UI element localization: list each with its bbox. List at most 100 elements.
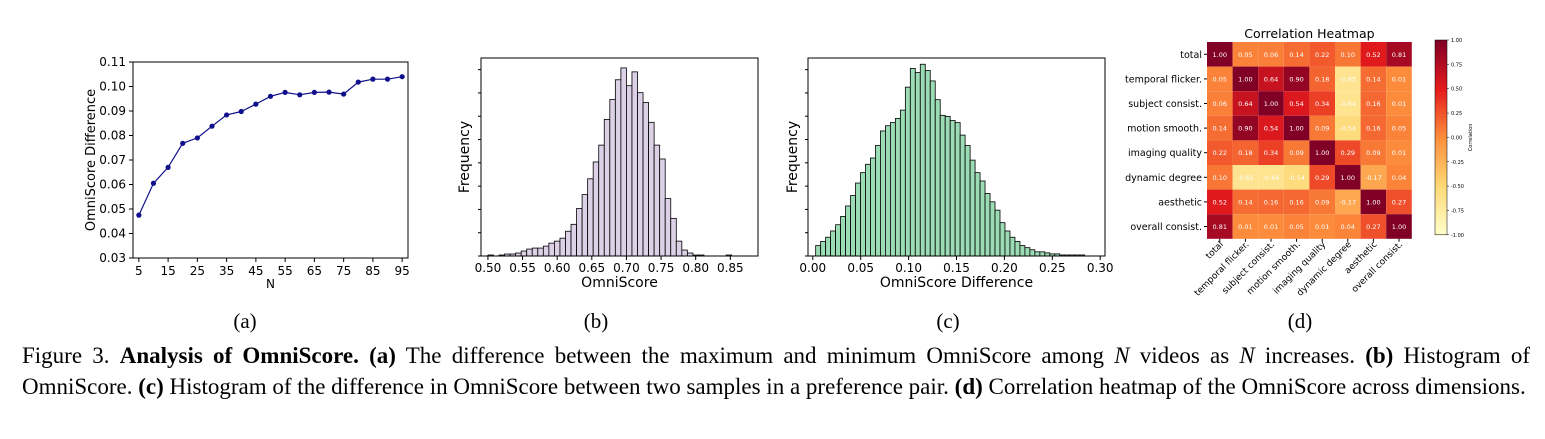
- heatmap-cell: [1360, 189, 1387, 215]
- colorbar-segment: [1435, 124, 1447, 129]
- colorbar-segment: [1435, 88, 1447, 93]
- y-axis-label: Frequency: [457, 121, 473, 193]
- caption-tag-a: (a): [369, 343, 396, 368]
- colorbar-tick-label: -1.00: [1451, 233, 1464, 239]
- caption-text-b: Histogram of OmniScore.: [22, 343, 1530, 399]
- colorbar-segment: [1435, 195, 1447, 200]
- x-tick-label: 0.75: [648, 261, 675, 275]
- colorbar-segment: [1435, 108, 1447, 113]
- caption-text-c: Histogram of the difference in OmniScore…: [163, 374, 955, 399]
- heatmap-cell: [1232, 214, 1259, 239]
- heatmap-cell: [1283, 189, 1310, 215]
- heatmap-cell-value: 0.05: [1392, 125, 1406, 133]
- heatmap-cell: [1335, 189, 1361, 215]
- colorbar-segment: [1435, 153, 1447, 158]
- data-point: [180, 140, 186, 146]
- heatmap-cell-value: 0.05: [1289, 223, 1303, 231]
- heatmap-cell: [1335, 66, 1361, 92]
- data-point: [267, 93, 274, 99]
- x-tick-label: 15: [160, 264, 175, 278]
- row-label: imaging quality: [1128, 148, 1202, 159]
- row-label: aesthetic: [1158, 197, 1202, 208]
- heatmap-cell: [1207, 165, 1233, 190]
- figure-caption: Figure 3. Analysis of OmniScore. (a) The…: [22, 340, 1530, 402]
- heatmap-cell: [1360, 214, 1387, 239]
- colorbar-segment: [1435, 127, 1447, 132]
- colorbar-segment: [1435, 140, 1447, 145]
- heatmap-cell-value: 0.14: [1289, 51, 1303, 59]
- heatmap-cell: [1309, 214, 1335, 239]
- heatmap-cell: [1283, 42, 1310, 67]
- heatmap-cell-value: 0.16: [1264, 198, 1278, 206]
- caption-var-n: N: [1114, 343, 1130, 368]
- caption-text-a3: increases.: [1254, 343, 1366, 368]
- heatmap-cell: [1386, 91, 1412, 116]
- colorbar-segment: [1435, 137, 1447, 142]
- colorbar-segment: [1435, 212, 1447, 216]
- colorbar-segment: [1435, 143, 1447, 148]
- heatmap-cell-value: 0.06: [1213, 100, 1227, 108]
- colorbar-segment: [1435, 208, 1447, 213]
- x-tick-label: 0.80: [682, 261, 709, 275]
- heatmap-cell: [1232, 42, 1259, 67]
- colorbar-segment: [1435, 46, 1447, 51]
- heatmap-cell: [1335, 165, 1361, 190]
- colorbar-tick-label: 0.25: [1451, 111, 1462, 117]
- colorbar-segment: [1435, 225, 1447, 229]
- colorbar-segment: [1435, 59, 1447, 64]
- heatmap-cell: [1283, 140, 1310, 165]
- caption-tag-b: (b): [1365, 343, 1394, 368]
- y-axis-label: Frequency: [785, 121, 801, 193]
- heatmap-cell: [1309, 140, 1335, 165]
- colorbar-label: Correlation: [1468, 124, 1474, 152]
- colorbar-segment: [1435, 121, 1447, 126]
- heatmap-cell-value: 0.04: [1341, 223, 1355, 231]
- heatmap-cell-value: 0.10: [1213, 174, 1227, 182]
- heatmap-cell: [1207, 115, 1233, 141]
- heatmap-cell-value: -0.54: [1339, 125, 1356, 133]
- heatmap-cell: [1207, 66, 1233, 92]
- colorbar-segment: [1435, 192, 1447, 197]
- heatmap-cell-value: -0.17: [1339, 198, 1356, 206]
- heatmap-cell-value: 0.01: [1392, 100, 1406, 108]
- y-tick-label: 0.10: [99, 80, 126, 94]
- heatmap-cell-value: 0.16: [1366, 125, 1380, 133]
- y-tick-label: 0.09: [99, 104, 126, 118]
- data-point: [297, 92, 303, 98]
- data-point: [136, 212, 142, 218]
- caption-text-a: The difference between the maximum and m…: [395, 343, 1115, 368]
- colorbar-segment: [1435, 186, 1447, 190]
- colorbar-segment: [1435, 160, 1447, 164]
- heatmap-cell-value: -0.65: [1339, 75, 1356, 83]
- row-label: dynamic degree: [1125, 173, 1202, 184]
- heatmap-cell: [1360, 140, 1387, 165]
- heatmap-cell-value: 0.14: [1366, 75, 1380, 83]
- heatmap-cell: [1386, 189, 1412, 215]
- heatmap-cell: [1283, 66, 1310, 92]
- colorbar-tick-label: -0.25: [1451, 160, 1464, 166]
- data-point: [399, 74, 405, 80]
- heatmap-cell: [1232, 91, 1259, 116]
- heatmap-cell-value: 0.01: [1238, 223, 1252, 231]
- heatmap-cell: [1335, 42, 1361, 67]
- row-label: subject consist.: [1128, 99, 1202, 110]
- data-point: [238, 108, 244, 115]
- plot-frame: [480, 57, 759, 257]
- x-tick-label: 45: [248, 264, 263, 278]
- row-label: overall consist.: [1130, 222, 1202, 233]
- y-tick-label: 0.04: [99, 227, 126, 241]
- heatmap-cell: [1386, 214, 1412, 239]
- colorbar-segment: [1435, 101, 1447, 106]
- caption-title: Analysis of OmniScore.: [119, 343, 359, 368]
- y-tick-label: 0.06: [99, 178, 126, 192]
- heatmap-cell: [1309, 42, 1335, 67]
- heatmap-cell-value: 1.00: [1264, 100, 1278, 108]
- heatmap-cell-value: 1.00: [1213, 51, 1227, 59]
- heatmap-cell-value: 0.09: [1315, 198, 1329, 206]
- heatmap-cell-value: 0.90: [1289, 75, 1303, 83]
- heatmap-cell-value: 1.00: [1366, 198, 1380, 206]
- heatmap-cell: [1232, 115, 1259, 141]
- x-axis-label: N: [266, 277, 275, 291]
